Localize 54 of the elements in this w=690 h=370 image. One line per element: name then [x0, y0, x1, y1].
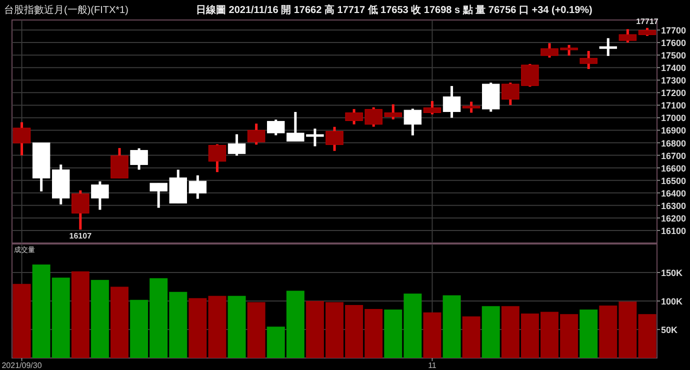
candlestick [599, 36, 617, 58]
y-tick-label: 17100 [661, 100, 686, 111]
candlestick [423, 100, 442, 116]
bar [462, 316, 480, 358]
chart-subtitle: 日線圖 2021/11/16 開 17662 高 17717 低 17653 收 17698 s 點 量 76756 口 +34 (+0.19%) [196, 4, 592, 16]
y-tick-label: 16600 [661, 163, 686, 174]
x-tick-label: 2021/09/30 [2, 361, 42, 370]
candlestick [618, 28, 637, 44]
chart-title: 台股指數近月(一般)(FITX*1) [4, 4, 128, 16]
candlestick [91, 180, 109, 212]
y-tick-label: 16700 [661, 150, 686, 161]
annotation: 17717 [636, 16, 659, 26]
y-tick-label: 17500 [661, 50, 686, 61]
x-tick-label: 11 [428, 361, 437, 370]
bar [482, 306, 500, 358]
bar [247, 302, 266, 358]
y-tick-label: 16900 [661, 126, 686, 136]
bar [110, 286, 128, 358]
y-tick-label: 16100 [661, 226, 686, 236]
bar [442, 295, 461, 358]
candlestick [228, 133, 246, 157]
candlestick [326, 126, 344, 152]
candlestick [188, 174, 207, 200]
y-tick-label: 150K [661, 268, 684, 278]
candlestick [462, 100, 480, 114]
y-tick-label: 16300 [661, 200, 686, 211]
y-tick-label: 17600 [661, 38, 686, 48]
candlestick [442, 84, 461, 119]
bar [228, 296, 246, 358]
annotation: 16107 [69, 232, 92, 241]
candlestick [247, 122, 266, 146]
candlestick [130, 147, 148, 171]
y-tick-label: 16200 [661, 213, 686, 224]
candlestick [208, 143, 226, 174]
candlestick [72, 189, 90, 231]
y-tick-label: 17200 [661, 88, 686, 98]
y-tick-label: 17400 [661, 63, 686, 74]
y-tick-label: 17000 [661, 113, 686, 124]
y-tick-label: 16400 [661, 188, 686, 198]
y-tick-label: 16800 [661, 138, 686, 148]
candlestick [12, 120, 31, 157]
y-tick-label: 100K [661, 296, 684, 306]
y-tick-label: 17700 [661, 26, 686, 36]
y-tick-label: 16500 [661, 176, 686, 186]
bar [90, 280, 109, 358]
candlestick [580, 50, 598, 70]
candlestick [404, 107, 422, 137]
bar [580, 310, 598, 358]
bar [423, 312, 442, 358]
y-tick-label: 17300 [661, 76, 686, 86]
bar [12, 284, 31, 358]
y-tick-label: 50K [661, 325, 678, 335]
candlestick [110, 146, 128, 180]
bar [71, 271, 90, 358]
